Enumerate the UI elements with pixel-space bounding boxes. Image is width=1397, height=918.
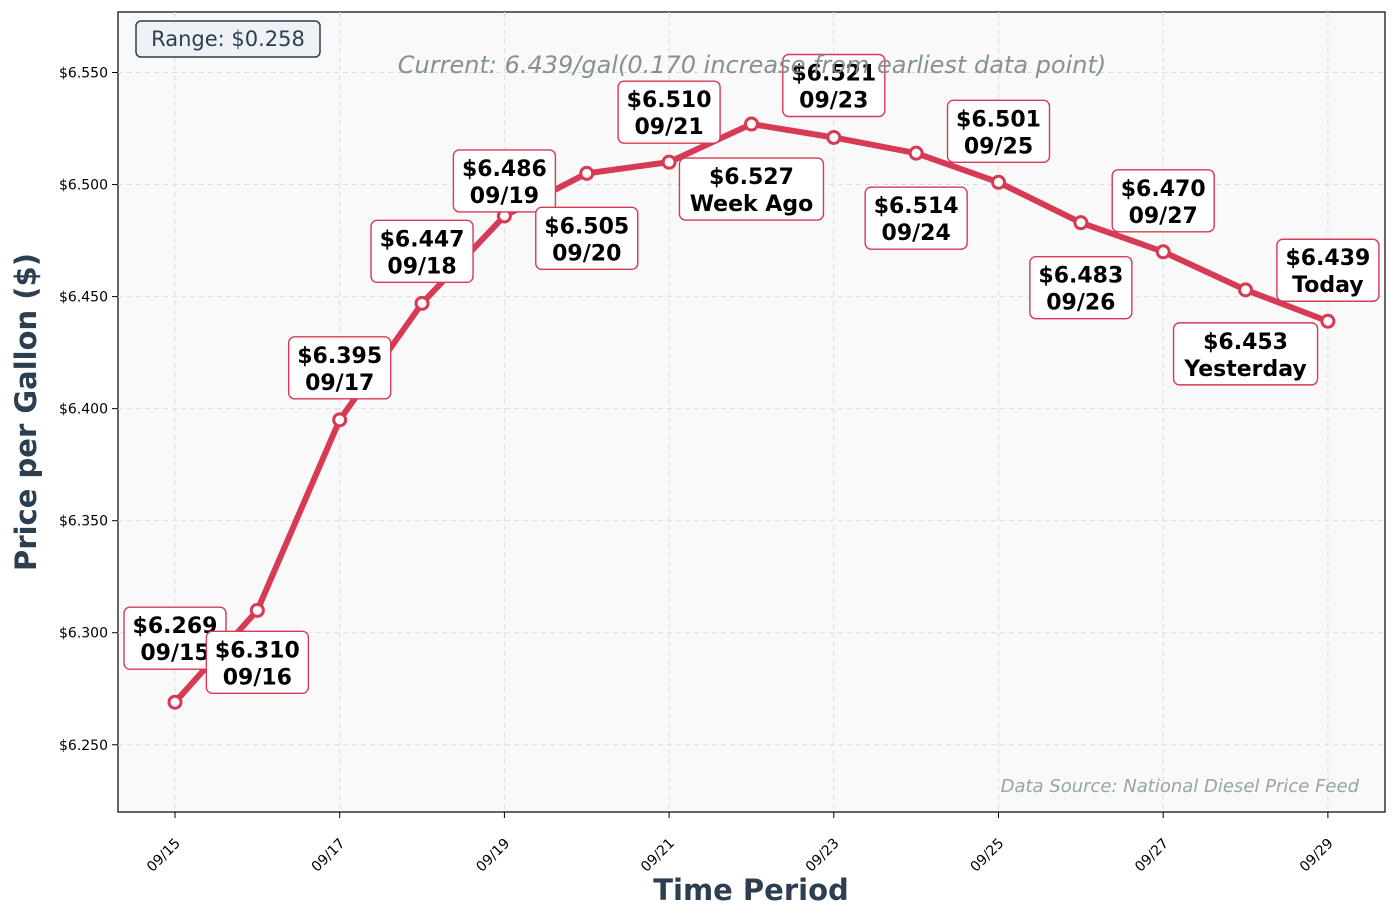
- x-tick-label: 09/15: [144, 836, 184, 876]
- data-point: [991, 174, 1006, 190]
- data-point: [332, 412, 348, 428]
- data-point: [1320, 313, 1336, 329]
- data-point: [743, 116, 759, 132]
- x-tick-label: 09/17: [309, 836, 349, 876]
- point-label-date: 09/20: [552, 241, 621, 266]
- x-tick-label: 09/19: [473, 836, 513, 876]
- data-point: [414, 295, 430, 311]
- y-axis-label: Price per Gallon ($): [9, 253, 43, 571]
- point-label-box: [1029, 255, 1133, 320]
- y-tick-label: $6.450: [59, 290, 108, 306]
- point-label-box: [782, 53, 886, 118]
- point-label-box: [864, 186, 968, 250]
- y-tick-label: $6.250: [59, 738, 108, 754]
- point-label-date: 09/26: [1046, 291, 1115, 316]
- point-label-price: $6.527: [709, 165, 794, 190]
- data-point: [579, 165, 595, 181]
- point-label-box: [946, 99, 1051, 164]
- y-tick-label: $6.550: [59, 66, 108, 82]
- point-label-date: 09/27: [1129, 204, 1198, 229]
- point-label-date: 09/18: [387, 254, 456, 279]
- point-label-price: $6.514: [874, 194, 959, 219]
- point-label-price: $6.505: [544, 214, 629, 239]
- data-point: [1155, 244, 1171, 260]
- point-label-date: Today: [1292, 273, 1363, 298]
- point-label-date: 09/21: [634, 115, 703, 140]
- point-label-box: [678, 157, 825, 221]
- data-point: [826, 129, 842, 145]
- data-point: [1238, 282, 1254, 298]
- point-label-price: $6.447: [380, 227, 465, 252]
- point-label-box: [1111, 169, 1215, 233]
- y-tick-label: $6.350: [59, 514, 108, 530]
- point-label-price: $6.521: [791, 61, 876, 86]
- point-label-box: [205, 630, 310, 695]
- data-point: [1073, 215, 1089, 231]
- x-tick-label: 09/29: [1297, 836, 1337, 876]
- y-tick-label: $6.500: [59, 178, 108, 194]
- y-tick-label: $6.300: [59, 626, 108, 642]
- range-badge-text: Range: $0.258: [151, 27, 305, 51]
- point-label-price: $6.486: [462, 157, 547, 182]
- point-label-price: $6.483: [1038, 264, 1123, 289]
- point-label-date: 09/17: [305, 371, 374, 396]
- point-label-box: [370, 219, 474, 284]
- data-point: [661, 154, 677, 170]
- point-label-date: 09/25: [964, 134, 1033, 159]
- y-tick-label: $6.400: [59, 402, 108, 418]
- x-axis-label: Time Period: [653, 873, 849, 907]
- point-label-box: [452, 149, 557, 213]
- point-label-date: 09/24: [882, 221, 951, 246]
- point-label-box: [617, 80, 721, 144]
- point-label-box: [535, 206, 639, 271]
- source-note: Data Source: National Diesel Price Feed: [1001, 776, 1360, 797]
- point-label-date: Week Ago: [690, 192, 814, 217]
- point-label-box: [288, 336, 392, 400]
- point-label-date: 09/16: [223, 665, 292, 690]
- point-label-price: $6.439: [1285, 246, 1370, 271]
- point-label-box: [1276, 238, 1380, 302]
- point-label-date: Yesterday: [1183, 357, 1306, 382]
- point-label-price: $6.470: [1121, 177, 1206, 202]
- point-label-price: $6.453: [1203, 330, 1288, 355]
- range-badge: Range: $0.258: [135, 20, 321, 58]
- current-annotation: Current: 6.439/gal(0.170 increase from e…: [398, 51, 1106, 79]
- x-tick-label: 09/27: [1132, 836, 1172, 876]
- point-label-date: 09/19: [470, 184, 539, 209]
- data-point: [908, 145, 924, 161]
- plot-area: [117, 11, 1386, 813]
- point-label-date: 09/15: [140, 641, 209, 666]
- point-label-price: $6.269: [133, 614, 218, 639]
- x-tick-label: 09/21: [638, 836, 678, 876]
- point-label-price: $6.395: [297, 344, 382, 369]
- point-label-price: $6.501: [956, 107, 1041, 132]
- data-point: [167, 694, 183, 710]
- x-tick-label: 09/23: [803, 836, 843, 876]
- point-label-price: $6.510: [627, 88, 712, 113]
- x-axis-ticks: 09/15 09/17 09/19 09/21 09/23 09/25 09/27 09/29: [144, 812, 1337, 875]
- point-label-price: $6.310: [215, 638, 300, 663]
- x-tick-label: 09/25: [967, 836, 1007, 876]
- y-axis-ticks: $6.250 $6.300 $6.350 $6.400 $6.450 $6.500 $6.5…: [59, 66, 118, 754]
- point-label-date: 09/23: [799, 88, 868, 113]
- point-label-box: [1172, 322, 1319, 386]
- data-point: [249, 602, 265, 618]
